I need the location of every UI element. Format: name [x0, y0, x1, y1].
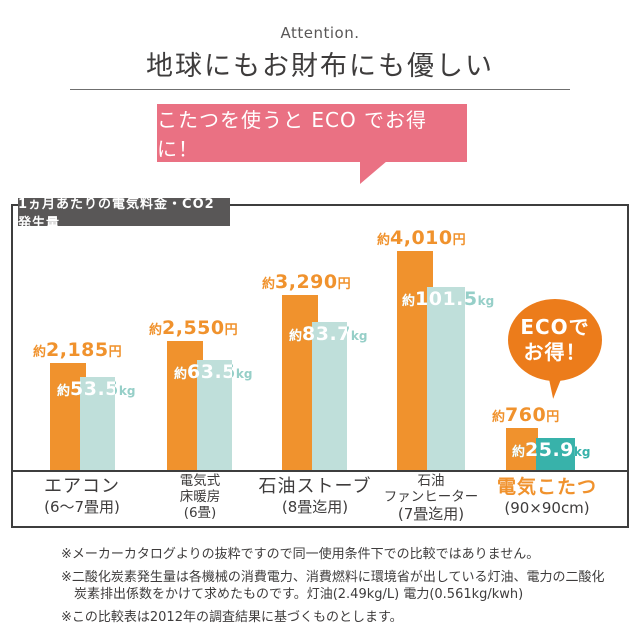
speech-bubble-text: こたつを使うと ECO でお得に！ — [157, 108, 428, 161]
co2-bar-kotatsu — [536, 438, 575, 470]
eco-badge-text: ECOで お得！ — [520, 315, 590, 364]
footnote-2: ※二酸化炭素発生量は各機械の消費電力、消費燃料に環境省が出している灯油、電力の二… — [61, 569, 605, 603]
x-axis-baseline — [13, 470, 627, 472]
co2-label-oilstove: 約83.7kg 約83.7kg — [289, 323, 368, 345]
footnote-3: ※この比較表は2012年の調査結果に基づくものとします。 — [61, 609, 403, 625]
speech-bubble: こたつを使うと ECO でお得に！ — [157, 104, 467, 162]
price-label-aircon: 約2,185円 — [33, 339, 122, 361]
category-label-kotatsu: 電気こたつ (90×90cm) — [496, 476, 597, 517]
category-label-aircon: エアコン (6〜7畳用) — [44, 476, 120, 516]
eco-badge-tail-icon — [546, 373, 563, 400]
header-eyebrow: Attention. — [280, 24, 360, 42]
category-label-fanheater: 石油 ファンヒーター (7畳迄用) — [383, 473, 479, 523]
page-title: 地球にもお財布にも優しい — [146, 51, 494, 82]
category-label-floorheating: 電気式 床暖房 (6畳) — [179, 473, 221, 521]
speech-bubble-tail-icon — [360, 161, 387, 184]
co2-label-floorheating: 約63.5kg 約63.5kg — [174, 361, 253, 383]
co2-bar-floorheating — [197, 360, 232, 470]
co2-bar-oilstove — [312, 322, 347, 470]
footnote-1: ※メーカーカタログよりの抜粋ですので同一使用条件下での比較ではありません。 — [61, 547, 540, 562]
footnotes: ※メーカーカタログよりの抜粋ですので同一使用条件下での比較ではありません。 ※二… — [61, 546, 606, 631]
co2-label-aircon: 約53.5kg 約53.5kg — [57, 378, 136, 400]
price-label-floorheating: 約2,550円 — [149, 317, 238, 339]
header-divider — [70, 89, 570, 90]
chart-title: 1ヵ月あたりの電気料金・CO2 発生量 — [18, 197, 230, 231]
co2-bar-aircon — [80, 377, 115, 470]
category-label-oilstove: 石油ストーブ (8畳迄用) — [258, 476, 372, 516]
price-label-oilstove: 約3,290円 — [262, 271, 351, 293]
price-label-fanheater: 約4,010円 — [377, 227, 466, 249]
price-bar-kotatsu — [506, 428, 538, 470]
co2-label-fanheater: 約101.5kg 約101.5kg — [402, 288, 495, 310]
eco-badge: ECOで お得！ — [508, 299, 602, 381]
co2-bar-fanheater — [427, 287, 465, 470]
price-label-kotatsu: 約760円 — [492, 404, 560, 426]
co2-label-kotatsu: 約25.9kg 約25.9kg — [512, 439, 591, 461]
